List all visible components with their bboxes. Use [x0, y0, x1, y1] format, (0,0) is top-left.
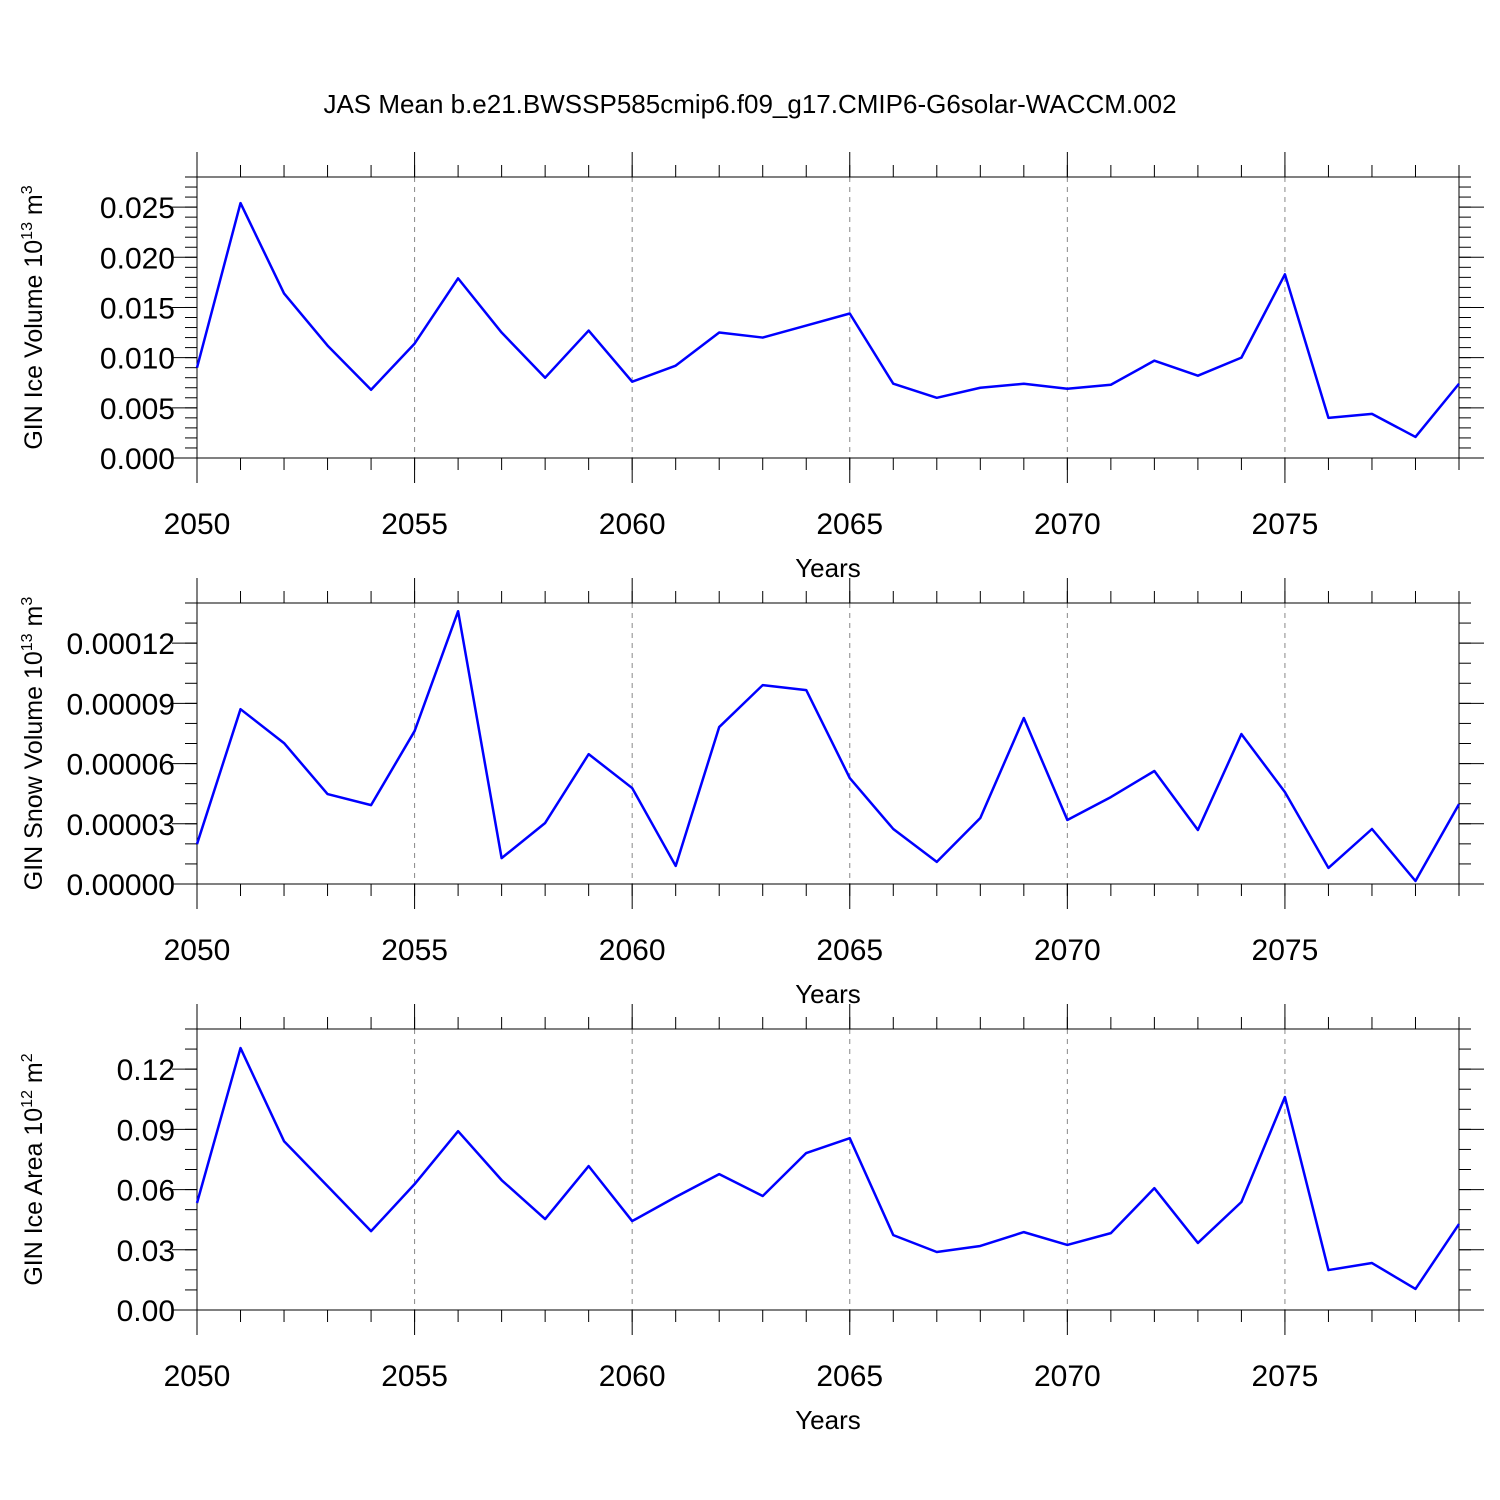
x-tick-label: 2065 [816, 1360, 883, 1393]
x-tick-label: 2055 [381, 1360, 448, 1393]
x-axis-label: Years [795, 553, 861, 583]
y-label-text: GIN Ice Volume 10 [20, 240, 48, 450]
chart-title: JAS Mean b.e21.BWSSP585cmip6.f09_g17.CMI… [323, 89, 1176, 119]
x-tick-label: 2075 [1252, 1360, 1319, 1393]
x-tick-label: 2060 [599, 508, 666, 541]
y-label-unit-power: 3 [19, 185, 36, 194]
x-tick-label: 2050 [164, 508, 231, 541]
y-tick-label: 0.12 [117, 1054, 175, 1087]
y-label-unit: m [20, 194, 48, 222]
y-label-unit: m [20, 1062, 48, 1090]
data-line [195, 201, 1460, 439]
plot-frame [196, 602, 1460, 885]
x-tick-label: 2065 [816, 508, 883, 541]
y-axis-label: GIN Snow Volume 1013 m3 [19, 597, 48, 891]
x-tick-label: 2060 [599, 934, 666, 967]
x-tick-label: 2070 [1034, 1360, 1101, 1393]
y-tick-label: 0.000 [100, 443, 175, 476]
y-tick-label: 0.03 [117, 1235, 175, 1268]
x-tick-label: 2065 [816, 934, 883, 967]
y-tick-label: 0.005 [100, 393, 175, 426]
y-tick-label: 0.025 [100, 192, 175, 225]
y-tick-label: 0.015 [100, 292, 175, 325]
y-label-power: 13 [19, 633, 36, 651]
y-tick-label: 0.00000 [67, 869, 175, 902]
y-tick-label: 0.00012 [67, 628, 175, 661]
y-label-text: GIN Snow Volume 10 [20, 651, 48, 890]
plot-frame [196, 176, 1460, 459]
y-label-text: GIN Ice Area 10 [20, 1108, 48, 1286]
y-label-power: 12 [19, 1090, 36, 1108]
data-line [195, 1046, 1461, 1291]
y-tick-label: 0.09 [117, 1114, 175, 1147]
x-tick-label: 2060 [599, 1360, 666, 1393]
plot-frame [196, 1028, 1460, 1311]
y-tick-label: 0.00003 [67, 809, 175, 842]
x-tick-label: 2050 [164, 934, 231, 967]
y-tick-label: 0.06 [117, 1175, 175, 1208]
y-label-unit-power: 2 [19, 1053, 36, 1062]
y-label-power: 13 [19, 222, 36, 240]
y-tick-label: 0.00009 [67, 688, 175, 721]
y-tick-label: 0.00 [117, 1295, 175, 1328]
x-axis-label: Years [795, 1405, 861, 1435]
x-tick-label: 2075 [1252, 934, 1319, 967]
data-line [195, 609, 1461, 883]
y-axis-label: GIN Ice Area 1012 m2 [19, 1053, 48, 1285]
y-axis-label: GIN Ice Volume 1013 m3 [19, 185, 48, 449]
y-tick-label: 0.020 [100, 242, 175, 275]
x-axis-label: Years [795, 979, 861, 1009]
x-tick-label: 2050 [164, 1360, 231, 1393]
y-tick-label: 0.00006 [67, 749, 175, 782]
x-tick-label: 2055 [381, 934, 448, 967]
x-tick-label: 2070 [1034, 934, 1101, 967]
y-tick-label: 0.010 [100, 343, 175, 376]
x-tick-label: 2075 [1252, 508, 1319, 541]
x-tick-label: 2070 [1034, 508, 1101, 541]
x-tick-label: 2055 [381, 508, 448, 541]
y-label-unit-power: 3 [19, 597, 36, 606]
y-label-unit: m [20, 606, 48, 634]
